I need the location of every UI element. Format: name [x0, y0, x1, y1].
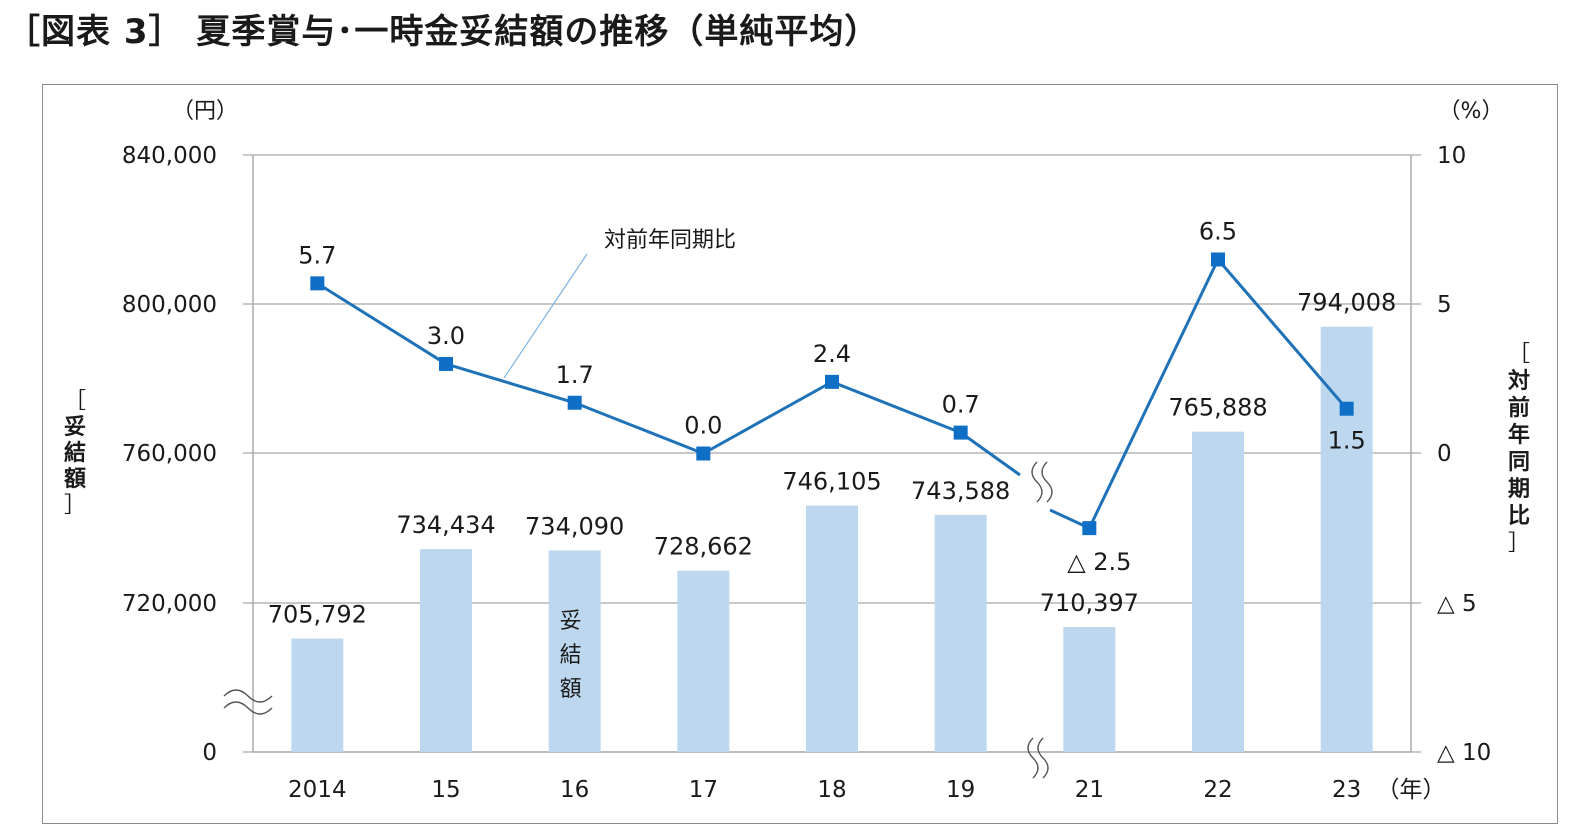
bar-series-name-char: 額 — [560, 677, 582, 702]
right-axis-title-char: ［ — [1508, 342, 1530, 367]
right-tick-label: △ 5 — [1437, 591, 1477, 617]
bar-value-label: 734,434 — [396, 511, 495, 539]
left-axis-unit: （円） — [172, 99, 238, 124]
bar-value-label: 746,105 — [782, 468, 881, 496]
x-tick-label: 16 — [560, 777, 589, 803]
left-tick-label: 720,000 — [122, 591, 217, 617]
line-segment — [316, 282, 447, 366]
bar — [677, 570, 730, 752]
line-marker — [310, 276, 325, 291]
line-marker — [1211, 252, 1225, 267]
x-tick-label: 18 — [817, 777, 846, 803]
line-value-label: 5.7 — [298, 241, 336, 269]
bar-value-label: 710,397 — [1040, 589, 1139, 617]
line-value-label: 0.0 — [684, 412, 722, 440]
left-axis-title-char: ］ — [64, 493, 86, 518]
x-tick-label: 2014 — [288, 777, 347, 803]
line-marker — [953, 425, 968, 440]
line-marker — [567, 395, 582, 410]
left-tick-label: 0 — [202, 740, 217, 766]
bar-value-label: 728,662 — [654, 533, 753, 561]
line-marker — [1339, 401, 1354, 416]
line-marker — [825, 374, 839, 389]
bar — [934, 514, 987, 752]
bar-series-name-char: 妥 — [560, 609, 582, 634]
right-axis-title-char: 期 — [1508, 477, 1530, 502]
chart-title: ［図表 3］ 夏季賞与･一時金妥結額の推移（単純平均） — [6, 12, 880, 52]
bar — [806, 505, 858, 752]
line-value-label: △ 2.5 — [1067, 548, 1131, 576]
right-tick-label: △ 10 — [1437, 740, 1491, 766]
x-axis-break-mark — [1037, 737, 1049, 779]
right-axis-title-char: 年 — [1508, 422, 1530, 448]
right-tick-label: 5 — [1437, 292, 1452, 318]
bar-series-name-char: 結 — [560, 643, 582, 668]
left-axis-title-char: 額 — [64, 466, 86, 492]
x-tick-label: 22 — [1203, 777, 1232, 803]
left-tick-label: 760,000 — [122, 441, 217, 467]
line-marker — [1082, 521, 1097, 536]
line-segment — [1216, 258, 1348, 410]
line-segment — [831, 380, 962, 435]
line-value-label: 6.5 — [1199, 217, 1237, 245]
left-tick-label: 840,000 — [122, 143, 217, 169]
x-axis-break-mark — [1027, 737, 1039, 779]
bar — [420, 549, 472, 752]
bar-value-label: 765,888 — [1168, 394, 1267, 422]
chart-frame — [42, 84, 1558, 824]
right-axis-title-char: ］ — [1508, 531, 1530, 556]
left-axis-title-char: ［ — [64, 389, 86, 414]
line-segment — [574, 401, 704, 455]
line-break-mark — [1031, 461, 1043, 503]
right-tick-label: 10 — [1437, 143, 1466, 169]
bar-value-label: 794,008 — [1297, 289, 1396, 317]
right-axis-title-char: 同 — [1508, 450, 1530, 475]
line-series-name: 対前年同期比 — [604, 228, 736, 253]
x-tick-label: 15 — [431, 777, 460, 803]
right-axis-title-char: 前 — [1508, 395, 1530, 421]
x-tick-label: 19 — [946, 777, 975, 803]
line-value-label: 3.0 — [427, 322, 465, 350]
line-value-label: 1.5 — [1328, 427, 1366, 455]
bar — [1063, 627, 1116, 752]
right-axis-unit: （%） — [1439, 99, 1504, 124]
right-tick-label: 0 — [1437, 441, 1452, 467]
x-tick-label: 17 — [689, 777, 718, 803]
bar-value-label: 734,090 — [525, 512, 624, 540]
bar — [548, 550, 601, 752]
right-axis-title-char: 比 — [1508, 504, 1530, 529]
bar — [1320, 326, 1373, 752]
line-value-label: 0.7 — [942, 391, 980, 419]
bar-value-label: 743,588 — [911, 477, 1010, 505]
line-marker — [439, 356, 453, 371]
left-axis-break-mark — [223, 701, 273, 715]
x-tick-label: 21 — [1075, 777, 1104, 803]
right-axis-title-char: 対 — [1508, 369, 1530, 394]
left-axis-break-mark — [223, 689, 273, 703]
line-value-label: 1.7 — [556, 361, 594, 389]
left-axis-title-char: 妥 — [64, 415, 86, 440]
line-segment — [445, 362, 576, 405]
line-break-mark — [1041, 461, 1053, 503]
line-series-leader — [503, 253, 588, 379]
bar-value-label: 705,792 — [268, 601, 367, 629]
bar — [291, 638, 344, 752]
x-axis-unit: （年） — [1377, 777, 1446, 803]
left-tick-label: 800,000 — [122, 292, 217, 318]
line-marker — [696, 446, 711, 461]
bar — [1192, 431, 1244, 752]
line-segment — [702, 380, 833, 455]
line-value-label: 2.4 — [813, 340, 851, 368]
left-axis-title-char: 結 — [64, 440, 86, 466]
line-segment — [959, 431, 1021, 477]
x-tick-label: 23 — [1332, 777, 1361, 803]
line-segment — [1087, 258, 1220, 529]
